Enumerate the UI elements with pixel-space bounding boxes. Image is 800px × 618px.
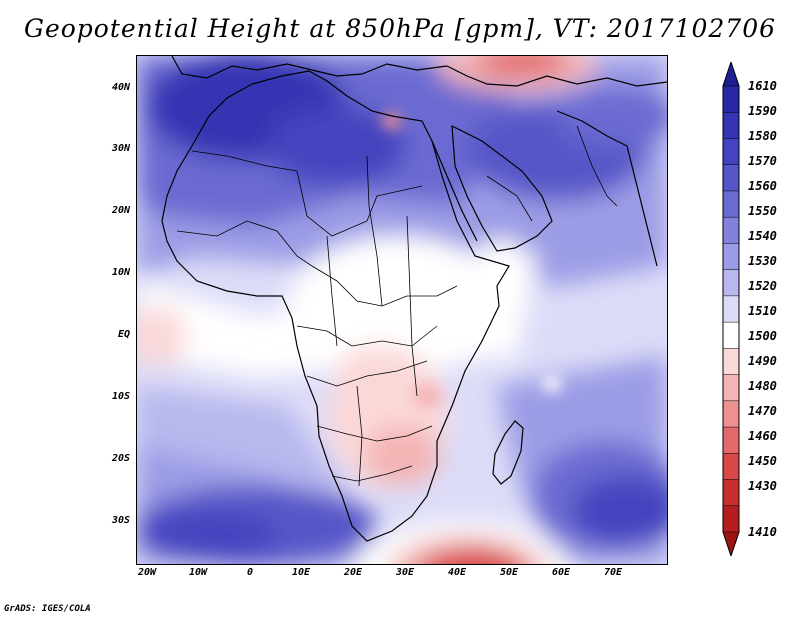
legend-swatch [722, 111, 740, 140]
map-plot-area [136, 55, 668, 565]
chart-title: Geopotential Height at 850hPa [gpm], VT:… [23, 14, 777, 43]
legend-swatch [722, 243, 740, 271]
legend-swatch [722, 216, 740, 245]
lat-label-30s: 30S [111, 515, 130, 526]
legend-swatch [722, 453, 740, 481]
legend-label-1510: 1510 [748, 304, 777, 318]
political-borders [176, 125, 618, 487]
legend-label-1540: 1540 [748, 229, 777, 243]
map-canvas [137, 56, 667, 564]
legend-swatch [722, 190, 740, 218]
lat-label-20s: 20S [111, 453, 130, 464]
legend-label-1520: 1520 [748, 279, 777, 293]
legend-label-1430: 1430 [748, 479, 777, 493]
legend-swatch [722, 321, 740, 350]
legend-label-1470: 1470 [748, 404, 777, 418]
legend-swatch [722, 374, 740, 402]
lon-label-60e: 60E [551, 567, 571, 578]
lon-label-0: 0 [246, 567, 254, 578]
lat-label-10n: 10N [111, 267, 130, 278]
lon-label-10e: 10E [291, 567, 311, 578]
legend-label-1570: 1570 [748, 154, 777, 168]
legend-label-1580: 1580 [748, 129, 777, 143]
lon-label-10w: 10W [188, 567, 208, 578]
legend-label-1560: 1560 [748, 179, 777, 193]
legend-swatch [722, 295, 740, 323]
lon-label-20e: 20E [343, 567, 363, 578]
legend-label-1500: 1500 [748, 329, 777, 343]
legend-swatch [722, 269, 740, 297]
legend-swatch [722, 505, 740, 533]
legend-swatch [722, 348, 740, 376]
height-field-detail [382, 113, 561, 408]
lat-label-10s: 10S [111, 391, 130, 402]
legend-swatch [722, 62, 740, 87]
legend-label-1550: 1550 [748, 204, 777, 218]
legend-swatch [722, 164, 740, 192]
grads-credit: GrADS: IGES/COLA [4, 604, 91, 614]
lon-label-30e: 30E [395, 567, 415, 578]
coastlines [161, 56, 667, 542]
legend-label-1530: 1530 [748, 254, 777, 268]
legend-label-1450: 1450 [748, 454, 777, 468]
legend-swatch [722, 531, 740, 556]
lat-label-20n: 20N [111, 205, 130, 216]
legend-swatch [722, 479, 740, 507]
lon-label-70e: 70E [603, 567, 623, 578]
lon-label-20w: 20W [137, 567, 157, 578]
legend-label-1590: 1590 [748, 104, 777, 118]
lon-label-50e: 50E [499, 567, 519, 578]
lon-label-40e: 40E [447, 567, 467, 578]
legend-label-1410: 1410 [748, 525, 777, 539]
legend-label-1460: 1460 [748, 429, 777, 443]
lat-label-30n: 30N [111, 143, 130, 154]
height-field [137, 56, 667, 564]
legend-label-1610: 1610 [748, 79, 777, 93]
legend-label-1480: 1480 [748, 379, 777, 393]
legend-swatch [722, 400, 740, 428]
legend-swatch [722, 138, 740, 166]
color-legend-bar [722, 62, 740, 556]
legend-swatch [722, 426, 740, 455]
lat-label-eq: EQ [117, 329, 130, 340]
lat-label-40n: 40N [111, 82, 130, 93]
legend-swatch [722, 85, 740, 113]
legend-label-1490: 1490 [748, 354, 777, 368]
